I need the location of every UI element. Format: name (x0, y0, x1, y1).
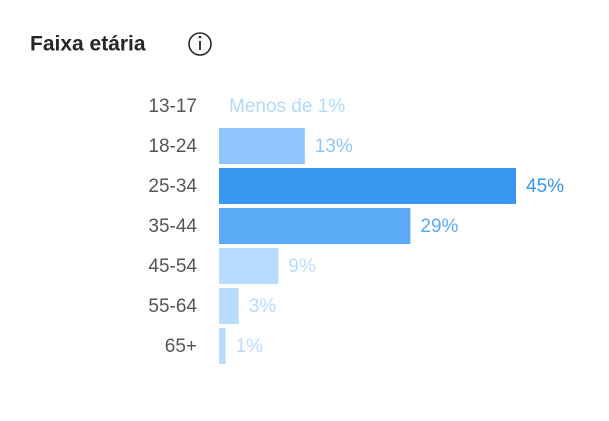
chart-title: Faixa etária (30, 33, 146, 56)
category-label: 13-17 (148, 96, 197, 117)
category-label: 35-44 (148, 216, 197, 237)
bar (219, 328, 226, 364)
value-label: 45% (526, 176, 564, 197)
bar (219, 288, 239, 324)
value-label: 3% (249, 296, 277, 317)
category-label: 55-64 (148, 296, 197, 317)
value-label: 29% (420, 216, 458, 237)
bar (219, 168, 516, 204)
value-label: Menos de 1% (229, 96, 345, 117)
value-label: 1% (236, 336, 264, 357)
category-label: 18-24 (148, 136, 197, 157)
category-label: 45-54 (148, 256, 197, 277)
bar (219, 248, 279, 284)
category-label: 25-34 (148, 176, 197, 197)
bar (219, 128, 305, 164)
info-icon[interactable] (188, 32, 212, 56)
bar (219, 208, 411, 244)
value-label: 13% (315, 136, 353, 157)
value-label: 9% (288, 256, 316, 277)
category-label: 65+ (165, 336, 197, 357)
